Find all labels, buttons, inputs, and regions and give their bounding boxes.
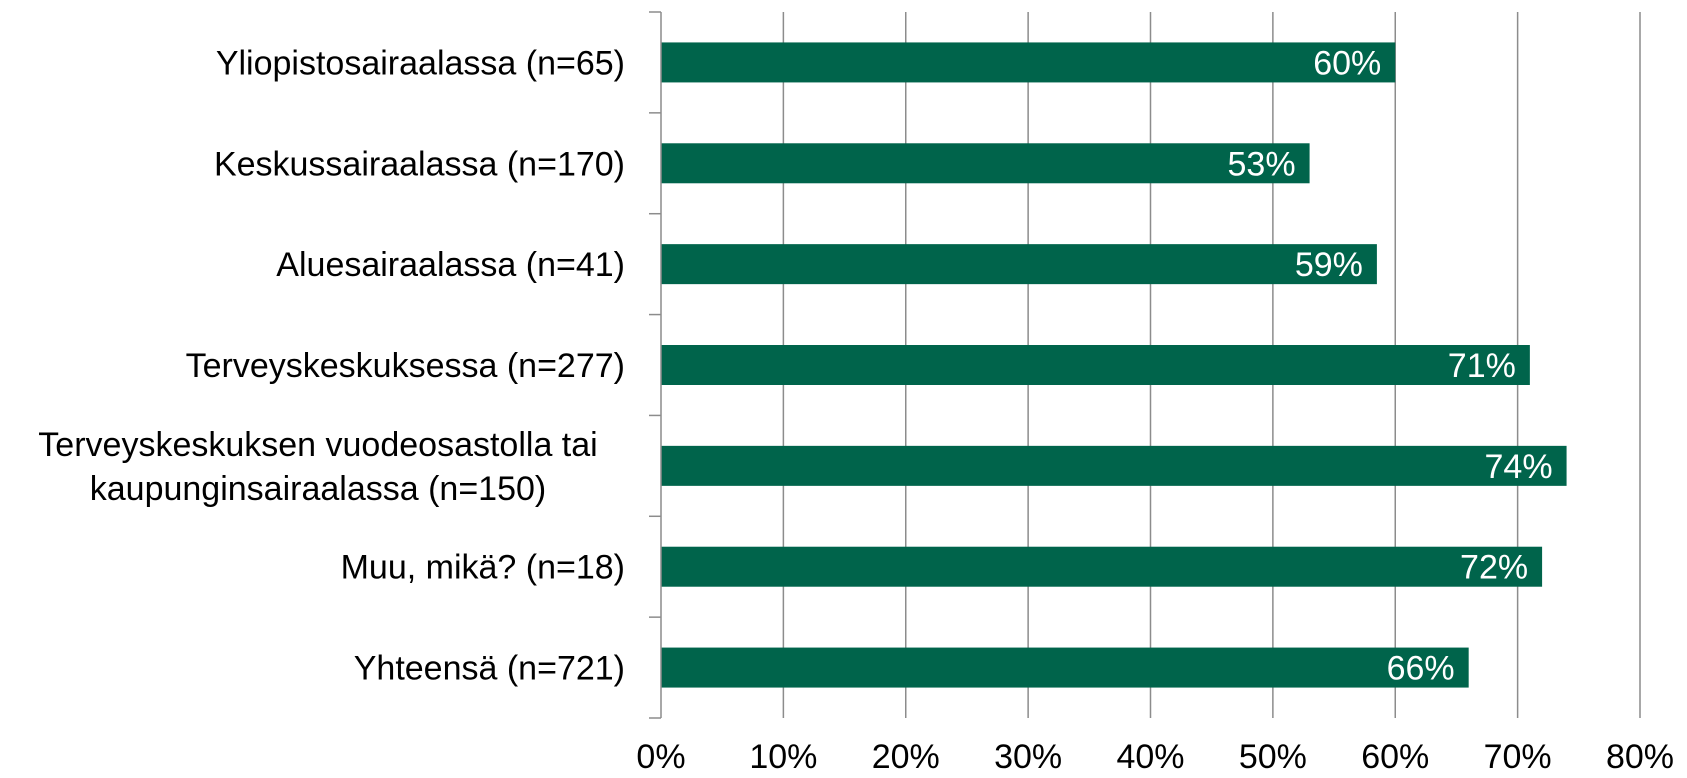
bar bbox=[661, 445, 1567, 486]
bar bbox=[661, 244, 1377, 285]
data-label: 60% bbox=[1313, 44, 1381, 82]
category-label: Terveyskeskuksen vuodeosastolla tai bbox=[38, 426, 597, 464]
category-label: Muu, mikä? (n=18) bbox=[341, 549, 625, 587]
data-label: 71% bbox=[1448, 347, 1516, 385]
x-tick-label: 80% bbox=[1606, 738, 1674, 776]
data-label: 72% bbox=[1460, 549, 1528, 587]
x-tick-label: 10% bbox=[749, 738, 817, 776]
category-axis bbox=[649, 11, 662, 719]
x-tick-labels: 0% 10% 20% 30% 40% 50% 60% 70% 80% bbox=[636, 738, 1674, 776]
x-tick-label: 20% bbox=[872, 738, 940, 776]
data-label: 59% bbox=[1295, 246, 1363, 284]
bars bbox=[661, 42, 1567, 688]
category-label: Yhteensä (n=721) bbox=[354, 650, 625, 688]
x-tick-label: 0% bbox=[636, 738, 685, 776]
category-label: Aluesairaalassa (n=41) bbox=[276, 246, 625, 284]
data-label: 53% bbox=[1228, 145, 1296, 183]
bar bbox=[661, 345, 1530, 385]
data-label: 74% bbox=[1485, 448, 1553, 486]
category-label: Terveyskeskuksessa (n=277) bbox=[186, 347, 625, 385]
data-labels: 60% 53% 59% 71% 74% 72% 66% bbox=[1228, 44, 1553, 687]
category-label: Yliopistosairaalassa (n=65) bbox=[216, 44, 625, 82]
bar bbox=[661, 546, 1543, 587]
x-tick-label: 30% bbox=[994, 738, 1062, 776]
x-tick-label: 70% bbox=[1484, 738, 1552, 776]
bar bbox=[661, 143, 1310, 184]
category-labels: Yliopistosairaalassa (n=65) Keskussairaal… bbox=[38, 44, 625, 687]
category-label: Keskussairaalassa (n=170) bbox=[214, 145, 625, 183]
x-tick-label: 60% bbox=[1361, 738, 1429, 776]
category-label: kaupunginsairaalassa (n=150) bbox=[90, 470, 546, 508]
bar bbox=[661, 42, 1396, 83]
x-tick-label: 40% bbox=[1116, 738, 1184, 776]
x-tick-label: 50% bbox=[1239, 738, 1307, 776]
data-label: 66% bbox=[1387, 650, 1455, 688]
bar bbox=[661, 647, 1469, 688]
